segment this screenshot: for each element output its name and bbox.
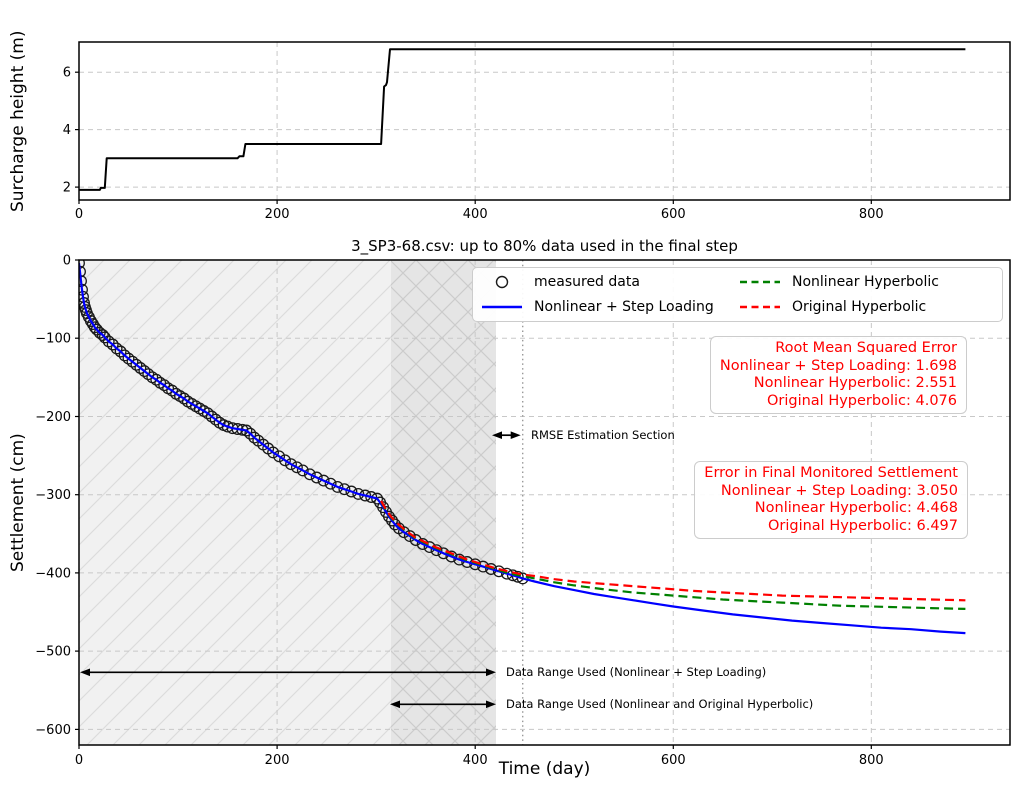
solid-line-swatch-icon [479,299,525,315]
tick-label: 400 [463,753,488,768]
rmse-box: Root Mean Squared Error Nonlinear + Step… [709,336,967,414]
fit-step-loading-line [79,262,966,635]
tick-label: −200 [35,410,71,425]
legend-label: Nonlinear Hyperbolic [792,274,939,291]
top-chart: 0 200 400 600 800 2 4 6 [63,41,1011,222]
data-range-hyperbolic-annotation: Data Range Used (Nonlinear and Original … [506,697,814,711]
rmse-box-title: Root Mean Squared Error [775,340,957,356]
tick-label: −100 [35,332,71,347]
tick-label: 0 [63,254,71,269]
tick-label: 200 [265,753,290,768]
tick-label: 2 [63,181,71,196]
tick-label: 600 [661,207,686,222]
rmse-nonlinear-hyperbolic-value: Nonlinear Hyperbolic: 2.551 [753,375,957,391]
measured-data-marker-icon [479,274,525,290]
tick-label: −600 [35,723,71,738]
tick-label: 400 [463,207,488,222]
tick-label: 0 [75,753,83,768]
top-y-axis-label: Surcharge height (m) [8,30,28,212]
final-error-nonlinear-hyperbolic-value: Nonlinear Hyperbolic: 4.468 [754,500,958,516]
red-dash-swatch-icon [737,299,783,315]
tick-label: 800 [859,753,884,768]
data-range-step-loading-annotation: Data Range Used (Nonlinear + Step Loadin… [506,665,767,679]
tick-label: −500 [35,645,71,660]
bottom-chart: 0 200 400 600 800 0 −100 −200 −300 −400 −500 −600 [35,254,1011,768]
chart-title: 3_SP3-68.csv: up to 80% data used in the… [351,237,738,255]
tick-label: 6 [63,66,71,81]
tick-label: 600 [661,753,686,768]
rmse-original-hyperbolic-value: Original Hyperbolic: 4.076 [766,392,957,409]
bottom-y-axis-label: Settlement (cm) [8,433,28,572]
tick-label: 200 [265,207,290,222]
legend-label: Original Hyperbolic [792,298,927,315]
legend-label: Nonlinear + Step Loading [534,298,714,315]
rmse-step-loading-value: Nonlinear + Step Loading: 1.698 [719,357,957,374]
data-range-hyperbolic-arrow [390,700,496,709]
tick-label: 800 [859,207,884,222]
tick-label: 4 [63,123,71,138]
legend-label: measured data [534,274,640,291]
legend: measured data Nonlinear + Step Loading N… [472,267,1003,322]
final-error-step-loading-value: Nonlinear + Step Loading: 3.050 [720,482,958,499]
green-dash-swatch-icon [737,274,783,290]
rmse-section-annotation: RMSE Estimation Section [531,428,675,442]
final-error-original-hyperbolic-value: Original Hyperbolic: 6.497 [767,517,958,534]
tick-label: −300 [35,488,71,503]
final-error-box-title: Error in Final Monitored Settlement [704,465,958,481]
final-error-box: Error in Final Monitored Settlement Nonl… [694,461,968,539]
tick-label: −400 [35,566,71,581]
surcharge-step-line [79,48,966,191]
x-axis-label: Time (day) [498,759,591,779]
legend-item-nonlinear-hyperbolic: Nonlinear Hyperbolic [737,274,996,290]
legend-item-step-loading: Nonlinear + Step Loading [479,299,737,315]
data-range-step-loading-arrow [80,668,496,677]
legend-item-original-hyperbolic: Original Hyperbolic [737,299,996,315]
legend-item-measured: measured data [479,274,737,290]
rmse-section-arrow [492,431,521,439]
tick-label: 0 [75,207,83,222]
